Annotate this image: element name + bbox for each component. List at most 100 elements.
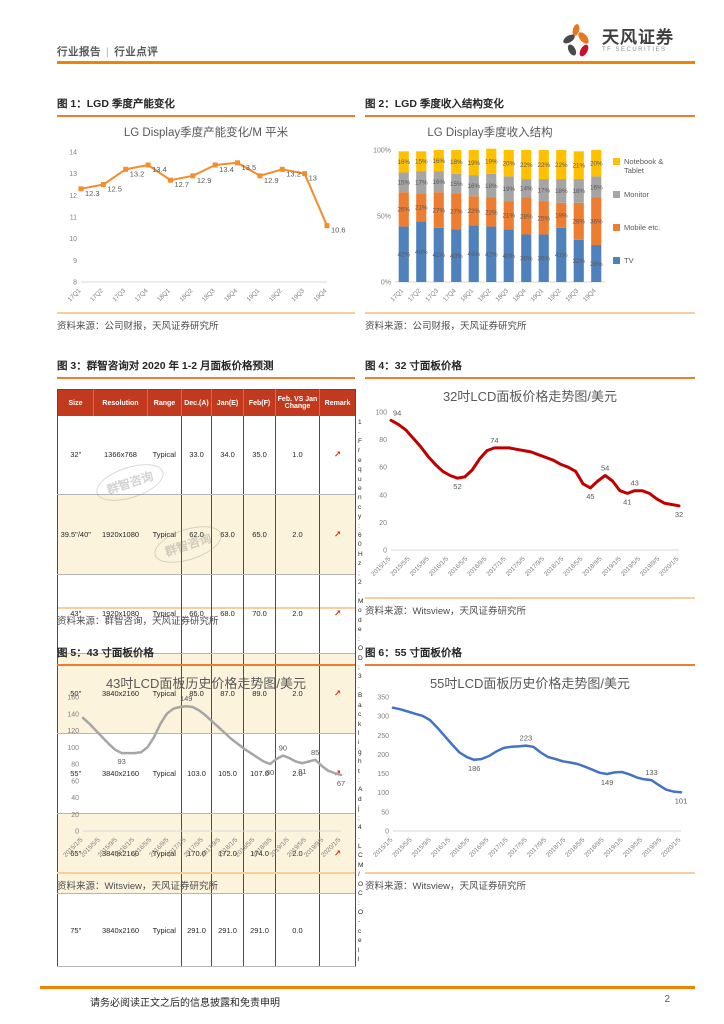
svg-text:2019/1/5: 2019/1/5 xyxy=(603,836,626,859)
svg-text:18Q2: 18Q2 xyxy=(477,287,493,303)
table-header-cell: Feb(F) xyxy=(243,389,276,416)
table-cell: 1366x768 xyxy=(93,416,148,495)
svg-text:25%: 25% xyxy=(537,215,550,222)
separator: | xyxy=(106,46,110,58)
svg-text:19%: 19% xyxy=(485,159,498,166)
svg-text:12: 12 xyxy=(69,193,77,200)
svg-text:2020/1/5: 2020/1/5 xyxy=(320,836,343,859)
svg-text:74: 74 xyxy=(490,436,498,445)
svg-text:20%: 20% xyxy=(502,161,515,168)
svg-text:2016/9/5: 2016/9/5 xyxy=(466,555,489,578)
table-cell: 291.0 xyxy=(211,893,244,968)
trend-arrow-cell: ↗ xyxy=(319,813,356,894)
table-cell: 65" xyxy=(57,813,94,894)
svg-text:17%: 17% xyxy=(537,188,550,195)
figure-4-chart: 32吋LCD面板价格走势图/美元 0 20 40 60 80 100 2015/1/5 201… xyxy=(365,379,695,597)
table-cell: 107.0 xyxy=(243,733,276,814)
svg-text:17Q4: 17Q4 xyxy=(134,287,150,303)
data-line xyxy=(81,704,343,777)
report-subcategory: 行业点评 xyxy=(114,46,159,58)
table-header-cell: Range xyxy=(147,389,182,416)
svg-text:2019/9/5: 2019/9/5 xyxy=(639,555,662,578)
svg-text:12.3: 12.3 xyxy=(85,189,100,198)
svg-text:17Q2: 17Q2 xyxy=(407,287,423,303)
svg-text:2016/9/5: 2016/9/5 xyxy=(468,836,491,859)
svg-text:0: 0 xyxy=(385,829,389,836)
svg-text:0: 0 xyxy=(75,829,79,836)
svg-text:13.5: 13.5 xyxy=(242,163,257,172)
footer-disclaimer: 请务必阅读正文之后的信息披露和免责申明 xyxy=(90,998,280,1009)
svg-text:80: 80 xyxy=(71,762,79,769)
table-header-cell: Resolution xyxy=(93,389,148,416)
svg-text:21%: 21% xyxy=(415,205,428,212)
table-cell: 33.0 xyxy=(181,416,212,495)
table-cell: 68.0 xyxy=(211,574,244,655)
svg-text:19Q4: 19Q4 xyxy=(582,287,598,303)
svg-text:32%: 32% xyxy=(572,258,585,265)
table-header-cell: Jan(E) xyxy=(211,389,244,416)
table-row: 50" 3840x2160 Typical 85.0 87.0 89.0 2.0 ↗ xyxy=(57,653,356,735)
header-rule xyxy=(57,61,695,64)
svg-text:12.7: 12.7 xyxy=(174,180,189,189)
figure-6-chart: 55吋LCD面板历史价格走势图/美元 0 50 100 150 200 250 300 350… xyxy=(365,666,695,872)
fig1-svg: 8 9 10 11 12 13 14 17Q1 17Q2 17Q3 17Q4 18Q1 18Q2 18Q3… xyxy=(67,150,346,304)
fig4-svg: 0204060801002015/1/52015/5/52015/9/52016… xyxy=(370,408,683,578)
svg-text:19Q1: 19Q1 xyxy=(529,287,545,303)
svg-text:186: 186 xyxy=(468,764,481,773)
price-43-line-chart: 0 20 40 60 80 100 120 140 160 2015/1/5 2015/5/5 201… xyxy=(57,689,355,875)
fig5-svg: 0 20 40 60 80 100 120 140 160 2015/1/52015/5/5201… xyxy=(62,694,345,859)
svg-text:20: 20 xyxy=(71,812,79,819)
table-cell: 291.0 xyxy=(243,893,276,968)
up-arrow-icon: ↗ xyxy=(333,608,342,619)
trend-arrow-cell: ↗ xyxy=(319,574,356,655)
figure-5-chart-title: 43吋LCD面板历史价格走势图/美元 xyxy=(105,676,307,691)
svg-text:36%: 36% xyxy=(590,219,603,226)
table-cell: 43" xyxy=(57,574,94,655)
table-cell: 291.0 xyxy=(181,893,212,968)
svg-text:18%: 18% xyxy=(450,159,463,166)
svg-text:81: 81 xyxy=(298,767,306,776)
table-header-cell: Dec.(A) xyxy=(181,389,212,416)
svg-text:41%: 41% xyxy=(432,252,445,259)
fig2-svg: 0% 50% 100% 42% 26% 15% 16% 46% 21% 17% 15% 41% 27% 1… xyxy=(373,148,663,304)
svg-text:27%: 27% xyxy=(432,207,445,214)
figure-6-caption: 图 6：55 寸面板价格 xyxy=(365,645,695,666)
table-cell: 70.0 xyxy=(243,574,276,655)
svg-text:21%: 21% xyxy=(502,213,515,220)
figure-2-chart: LG Display季度收入结构 0% 50% 100% 42% 26% 15% 16% 46… xyxy=(365,117,695,312)
svg-text:17Q3: 17Q3 xyxy=(424,287,440,303)
svg-text:2018/5/5: 2018/5/5 xyxy=(562,555,585,578)
svg-text:2020/1/5: 2020/1/5 xyxy=(658,555,681,578)
svg-text:18Q3: 18Q3 xyxy=(494,287,510,303)
table-cell: 1920x1080 xyxy=(93,494,148,575)
svg-text:100%: 100% xyxy=(373,148,391,155)
table-cell: 3840x2160 xyxy=(93,893,148,968)
svg-text:0%: 0% xyxy=(381,280,391,287)
table-cell: 103.0 xyxy=(181,733,212,814)
svg-text:17Q1: 17Q1 xyxy=(389,287,405,303)
svg-text:43%: 43% xyxy=(467,251,480,258)
figure-4-caption: 图 4：32 寸面板价格 xyxy=(365,358,695,379)
svg-text:2016/1/5: 2016/1/5 xyxy=(430,836,453,859)
svg-text:94: 94 xyxy=(393,408,401,417)
table-cell: 63.0 xyxy=(211,494,244,575)
table-cell: 35.0 xyxy=(243,416,276,495)
svg-text:60: 60 xyxy=(71,778,79,785)
table-header-cell: Size xyxy=(57,389,94,416)
svg-text:2016/5/5: 2016/5/5 xyxy=(447,555,470,578)
table-row: 65" 3840x2160 Typical 170.0 172.0 174.0 2.0 ↗ xyxy=(57,813,356,894)
figure-6-block: 图 6：55 寸面板价格 55吋LCD面板历史价格走势图/美元 0 50 100 15… xyxy=(365,645,695,892)
svg-text:2018/9/5: 2018/9/5 xyxy=(583,836,606,859)
svg-text:16%: 16% xyxy=(397,159,410,166)
svg-text:350: 350 xyxy=(377,695,389,702)
svg-text:300: 300 xyxy=(377,714,389,721)
data-line xyxy=(80,161,328,227)
svg-text:22%: 22% xyxy=(537,162,550,169)
svg-text:40: 40 xyxy=(379,492,387,499)
svg-text:2017/5/5: 2017/5/5 xyxy=(507,836,530,859)
svg-text:10.6: 10.6 xyxy=(331,226,346,235)
table-cell: 0.0 xyxy=(275,893,320,968)
svg-text:18Q2: 18Q2 xyxy=(178,287,194,303)
figure-1-block: 图 1：LGD 季度产能变化 LG Display季度产能变化/M 平米 8 9 1… xyxy=(57,96,355,332)
svg-text:Mobile etc.: Mobile etc. xyxy=(624,223,660,232)
